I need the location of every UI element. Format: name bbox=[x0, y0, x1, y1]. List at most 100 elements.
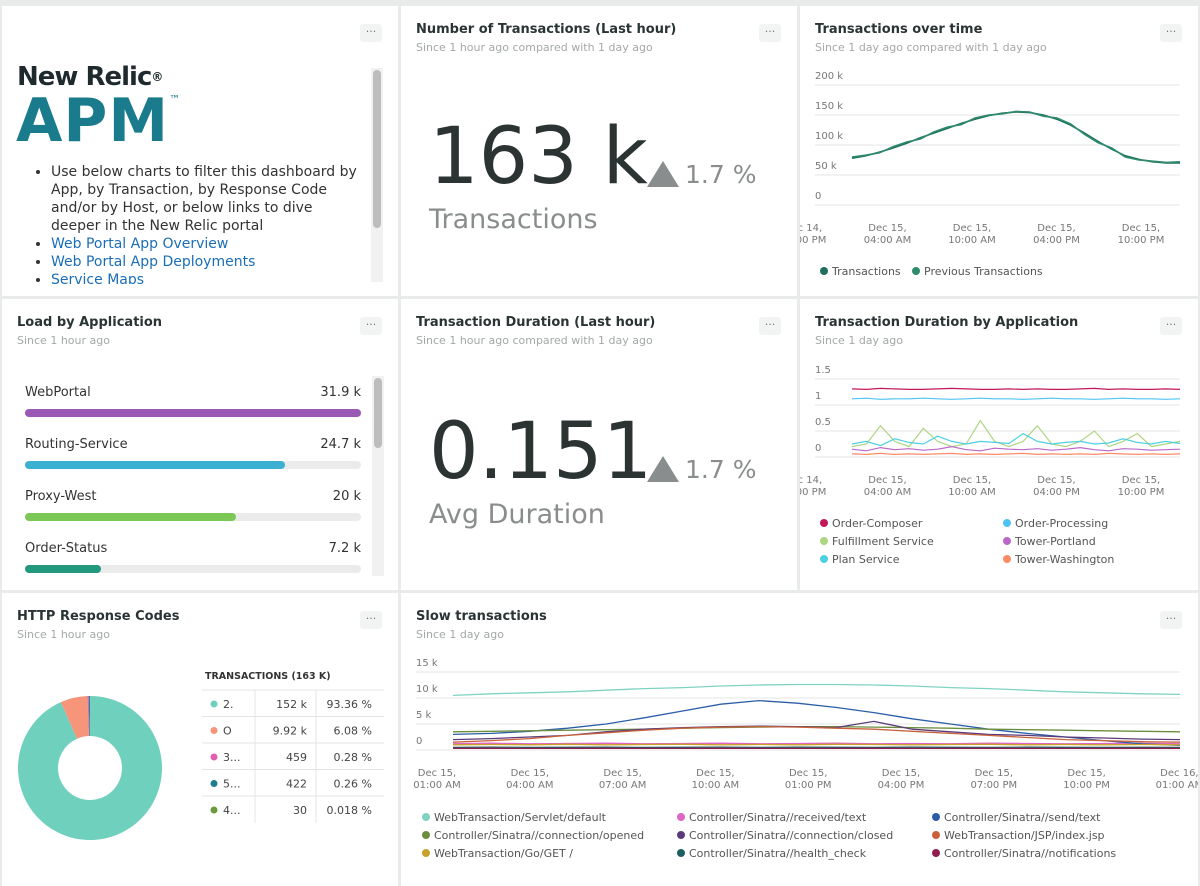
panel-menu[interactable]: ··· bbox=[1160, 317, 1182, 335]
legend-swatch bbox=[1003, 555, 1011, 563]
panel-menu[interactable]: ··· bbox=[360, 611, 382, 629]
x-tick-label-line: Dec 15, bbox=[953, 223, 991, 234]
intro-link-item: Service Maps bbox=[51, 271, 366, 284]
legend-swatch bbox=[932, 849, 940, 857]
row-swatch bbox=[210, 806, 218, 814]
legend-label[interactable]: WebTransaction/Go/GET / bbox=[434, 847, 573, 860]
legend-label[interactable]: Controller/Sinatra//connection/closed bbox=[689, 829, 893, 842]
panel-menu[interactable]: ··· bbox=[759, 24, 781, 42]
bar bbox=[25, 409, 361, 417]
x-tick-label-line: Dec 14, bbox=[800, 223, 822, 234]
y-tick-label: 1.5 bbox=[815, 365, 831, 376]
x-tick-label-line: Dec 15, bbox=[789, 768, 827, 779]
panel-menu[interactable]: ··· bbox=[1160, 24, 1182, 42]
x-tick-label-line: Dec 16, bbox=[1160, 768, 1198, 779]
x-tick-label: Dec 15, 04:00 PM bbox=[1033, 475, 1080, 498]
row-count: 459 bbox=[286, 751, 307, 764]
legend-swatch bbox=[820, 267, 828, 275]
panel-subtitle: Since 1 day ago bbox=[815, 334, 903, 347]
donut-slice[interactable] bbox=[17, 696, 162, 840]
legend-label[interactable]: Order-Composer bbox=[832, 517, 923, 530]
y-tick-label: 1 bbox=[815, 391, 821, 402]
series-line bbox=[851, 397, 1181, 400]
legend-label[interactable]: Tower-Washington bbox=[1014, 553, 1114, 566]
legend-label[interactable]: Transactions bbox=[831, 265, 901, 278]
panel-title: Load by Application bbox=[17, 315, 163, 330]
panel-menu[interactable]: ··· bbox=[360, 317, 382, 335]
x-tick-label-line: 04:00 AM bbox=[864, 235, 911, 246]
x-tick-label: Dec 14,10:00 PM bbox=[800, 223, 826, 246]
legend-label[interactable]: Controller/Sinatra//health_check bbox=[689, 847, 867, 860]
x-tick-label: Dec 15, 01:00 AM bbox=[413, 768, 460, 791]
registered-mark: ® bbox=[151, 70, 163, 84]
series-line bbox=[851, 111, 1180, 164]
big-number-label: Avg Duration bbox=[429, 499, 605, 530]
row-percent: 6.08 % bbox=[334, 725, 372, 738]
donut-slice[interactable] bbox=[60, 696, 89, 739]
legend-label[interactable]: Controller/Sinatra//received/text bbox=[689, 811, 867, 824]
legend-swatch bbox=[1003, 537, 1011, 545]
x-tick-label-line: Dec 15, bbox=[1037, 223, 1075, 234]
x-tick-label-line: 10:00 PM bbox=[800, 235, 826, 246]
x-tick-label-line: 10:00 AM bbox=[948, 235, 995, 246]
legend-label[interactable]: Previous Transactions bbox=[924, 265, 1043, 278]
intro-link[interactable]: Web Portal App Deployments bbox=[51, 254, 256, 270]
bar-list: WebPortal 31.9 k Routing-Service 24.7 k Prox… bbox=[2, 299, 398, 576]
x-tick-label: Dec 15, 10:00 PM bbox=[1063, 768, 1110, 791]
x-tick-label-line: 10:00 AM bbox=[948, 487, 995, 498]
legend-label[interactable]: WebTransaction/JSP/index.jsp bbox=[944, 829, 1105, 842]
legend-label[interactable]: Controller/Sinatra//notifications bbox=[944, 847, 1116, 860]
y-tick-label: 15 k bbox=[416, 658, 438, 669]
legend-label[interactable]: WebTransaction/Servlet/default bbox=[434, 811, 607, 824]
legend-label[interactable]: Order-Processing bbox=[1015, 517, 1108, 530]
legend-label[interactable]: Plan Service bbox=[832, 553, 900, 566]
legend-label[interactable]: Controller/Sinatra//connection/opened bbox=[434, 829, 644, 842]
panel-menu[interactable]: ··· bbox=[1160, 611, 1182, 629]
product-name: APM bbox=[16, 86, 170, 156]
big-number-label: Transactions bbox=[429, 204, 598, 235]
panel-menu[interactable]: ··· bbox=[759, 317, 781, 335]
intro-link[interactable]: Web Portal App Overview bbox=[51, 236, 229, 252]
change: 1.7 % bbox=[685, 455, 757, 484]
x-tick-label-line: 04:00 PM bbox=[1033, 235, 1080, 246]
intro-link[interactable]: Service Maps bbox=[51, 272, 145, 284]
scroll-thumb[interactable] bbox=[374, 378, 382, 448]
x-tick-label-line: Dec 15, bbox=[1122, 223, 1160, 234]
row-percent: 0.018 % bbox=[327, 804, 372, 817]
row-swatch bbox=[210, 700, 218, 708]
legend-swatch bbox=[932, 813, 940, 821]
x-tick-label: Dec 15, 10:00 AM bbox=[948, 475, 995, 498]
legend-label[interactable]: Tower-Portland bbox=[1014, 535, 1096, 548]
x-tick-label-line: 04:00 PM bbox=[1033, 487, 1080, 498]
big-number: 0.151 bbox=[429, 407, 653, 497]
series-line bbox=[851, 419, 1181, 448]
donut-slice[interactable] bbox=[87, 696, 90, 737]
x-tick-label-line: Dec 15, bbox=[1067, 768, 1105, 779]
product: APM™ bbox=[16, 86, 181, 156]
intro-bullet: Use below charts to filter this dashboar… bbox=[51, 163, 366, 235]
scroll-thumb[interactable] bbox=[373, 70, 381, 228]
x-tick-label-line: Dec 15, bbox=[603, 768, 641, 779]
row-swatch bbox=[210, 727, 218, 734]
panel-title: Slow transactions bbox=[416, 609, 547, 624]
bar bbox=[25, 461, 286, 469]
series-line bbox=[851, 452, 1181, 456]
row-count: 9.92 k bbox=[273, 725, 308, 738]
donut-slice[interactable] bbox=[88, 696, 90, 736]
row-label: 2. bbox=[223, 698, 234, 711]
legend-swatch bbox=[677, 813, 685, 821]
legend-label[interactable]: Fulfillment Service bbox=[832, 535, 934, 548]
x-tick-label-line: Dec 15, bbox=[1122, 475, 1160, 486]
trademark: ™ bbox=[169, 93, 182, 106]
series-line bbox=[851, 445, 1181, 452]
panel-subtitle: Since 1 hour ago compared with 1 day ago bbox=[416, 334, 653, 347]
row-swatch bbox=[210, 753, 218, 761]
donut-chart: TRANSACTIONS (163 K) 2. 152 k 93.36 % O 9.92 … bbox=[17, 671, 384, 840]
panel-subtitle: Since 1 day ago bbox=[416, 628, 504, 641]
panel-menu[interactable]: ··· bbox=[360, 24, 382, 42]
legend-label[interactable]: Controller/Sinatra//send/text bbox=[944, 811, 1101, 824]
x-tick-label-line: Dec 15, bbox=[1037, 475, 1075, 486]
brand: New Relic® bbox=[17, 62, 163, 92]
